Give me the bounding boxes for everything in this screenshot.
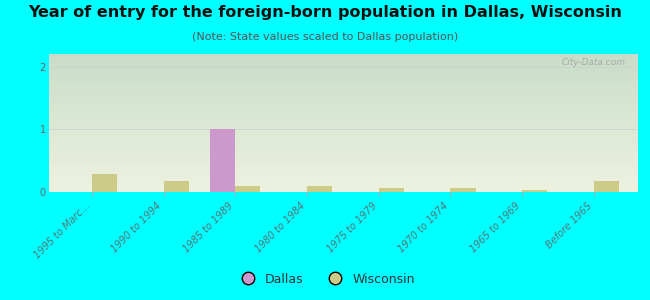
Bar	[379, 188, 404, 192]
Bar	[307, 186, 332, 192]
Bar	[594, 181, 619, 192]
Text: (Note: State values scaled to Dallas population): (Note: State values scaled to Dallas pop…	[192, 32, 458, 41]
Legend: Dallas, Wisconsin: Dallas, Wisconsin	[230, 268, 420, 291]
Bar	[92, 174, 117, 192]
Bar	[450, 188, 476, 192]
Bar	[522, 190, 547, 192]
Bar	[235, 186, 261, 192]
Text: Year of entry for the foreign-born population in Dallas, Wisconsin: Year of entry for the foreign-born popul…	[28, 4, 622, 20]
Text: City-Data.com: City-Data.com	[561, 58, 625, 67]
Bar	[210, 129, 235, 192]
Bar	[164, 181, 188, 192]
